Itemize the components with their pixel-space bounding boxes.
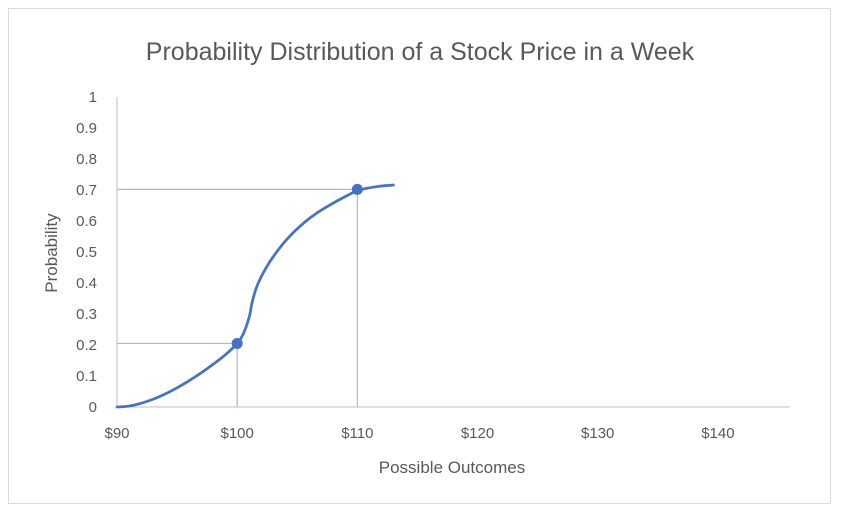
y-tick-label: 0.2 (76, 337, 97, 354)
y-tick-label: 0.5 (76, 244, 97, 261)
x-tick-label: $90 (104, 425, 129, 442)
x-axis-label: Possible Outcomes (379, 458, 525, 477)
x-tick-label: $100 (220, 425, 253, 442)
chart-title: Probability Distribution of a Stock Pric… (146, 38, 695, 66)
y-tick-label: 0.4 (76, 275, 97, 292)
y-tick-label: 0.9 (76, 120, 97, 137)
y-tick-label: 0.7 (76, 182, 97, 199)
y-tick-label: 0.6 (76, 213, 97, 230)
x-tick-label: $110 (341, 425, 373, 442)
data-point-marker (351, 183, 363, 195)
x-tick-label: $120 (461, 425, 494, 442)
y-tick-label: 1 (89, 89, 97, 106)
y-tick-label: 0.8 (76, 151, 97, 168)
y-axis-label: Probability (42, 213, 61, 293)
y-tick-label: 0.1 (76, 368, 97, 385)
x-tick-label: $140 (701, 425, 734, 442)
chart-frame (8, 8, 831, 504)
x-tick-label: $130 (581, 425, 614, 442)
data-point-marker (231, 337, 243, 349)
series-line (115, 183, 395, 409)
y-tick-label: 0 (89, 399, 97, 416)
y-tick-label: 0.3 (76, 306, 97, 323)
